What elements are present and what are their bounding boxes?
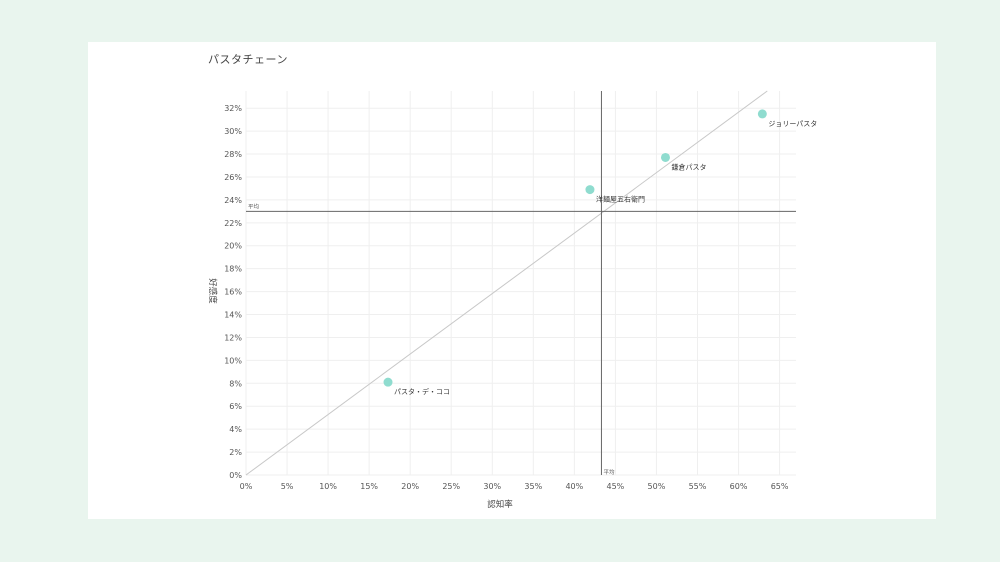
x-tick-label: 55%	[689, 482, 707, 491]
y-tick-label: 20%	[224, 242, 242, 251]
y-tick-label: 12%	[224, 333, 242, 342]
grid	[245, 91, 796, 476]
data-point-label: パスタ・デ・ココ	[394, 387, 450, 396]
data-point	[757, 109, 767, 119]
x-tick-label: 45%	[607, 482, 625, 491]
x-tick-label: 50%	[648, 482, 666, 491]
data-point-label: 洋麺屋五右衛門	[596, 195, 645, 204]
x-axis-label: 認知率	[487, 499, 513, 510]
x-tick-label: 0%	[240, 482, 253, 491]
data-point	[383, 377, 393, 387]
x-tick-label: 10%	[319, 482, 337, 491]
y-tick-label: 14%	[224, 311, 242, 320]
y-tick-label: 32%	[224, 104, 242, 113]
y-tick-label: 26%	[224, 173, 242, 182]
data-point-label: ジョリーパスタ	[768, 119, 817, 128]
data-point-label: 鎌倉パスタ	[671, 162, 706, 171]
y-axis-ticks: 0% 2% 4% 6% 8% 10% 12% 14% 16% 18% 20% 22% 24% 26% 28%…	[224, 104, 242, 480]
y-tick-label: 10%	[224, 356, 242, 365]
x-tick-label: 30%	[483, 482, 501, 491]
x-tick-label: 15%	[360, 482, 378, 491]
x-axis-ticks: 0% 5% 10% 15% 20% 25% 30% 35% 40% 45% 50% 55% 60% 65%	[240, 482, 789, 491]
y-tick-label: 16%	[224, 288, 242, 297]
x-tick-label: 60%	[730, 482, 748, 491]
x-tick-label: 25%	[442, 482, 460, 491]
y-tick-label: 8%	[229, 379, 242, 388]
y-tick-label: 6%	[229, 402, 242, 411]
y-axis-label: 好感度	[207, 278, 218, 304]
x-tick-label: 35%	[524, 482, 542, 491]
x-tick-label: 20%	[401, 482, 419, 491]
data-point	[660, 152, 670, 162]
y-tick-label: 2%	[229, 448, 242, 457]
x-tick-label: 65%	[771, 482, 789, 491]
y-tick-label: 24%	[224, 196, 242, 205]
average-x-label: 平均	[603, 468, 615, 476]
y-tick-label: 22%	[224, 219, 242, 228]
average-y-label: 平均	[248, 202, 260, 210]
chart-title: パスタチェーン	[208, 53, 288, 66]
y-tick-label: 18%	[224, 265, 242, 274]
trend-line-group	[245, 90, 768, 476]
data-point	[585, 185, 595, 195]
y-tick-label: 0%	[229, 471, 242, 480]
y-tick-label: 30%	[224, 127, 242, 136]
chart-card	[88, 42, 936, 519]
x-tick-label: 5%	[281, 482, 294, 491]
trend-line	[245, 90, 768, 476]
data-points: パスタ・デ・ココ 洋麺屋五右衛門 鎌倉パスタ ジョリーパスタ	[383, 109, 817, 396]
y-tick-label: 28%	[224, 150, 242, 159]
x-tick-label: 40%	[565, 482, 583, 491]
y-tick-label: 4%	[229, 425, 242, 434]
